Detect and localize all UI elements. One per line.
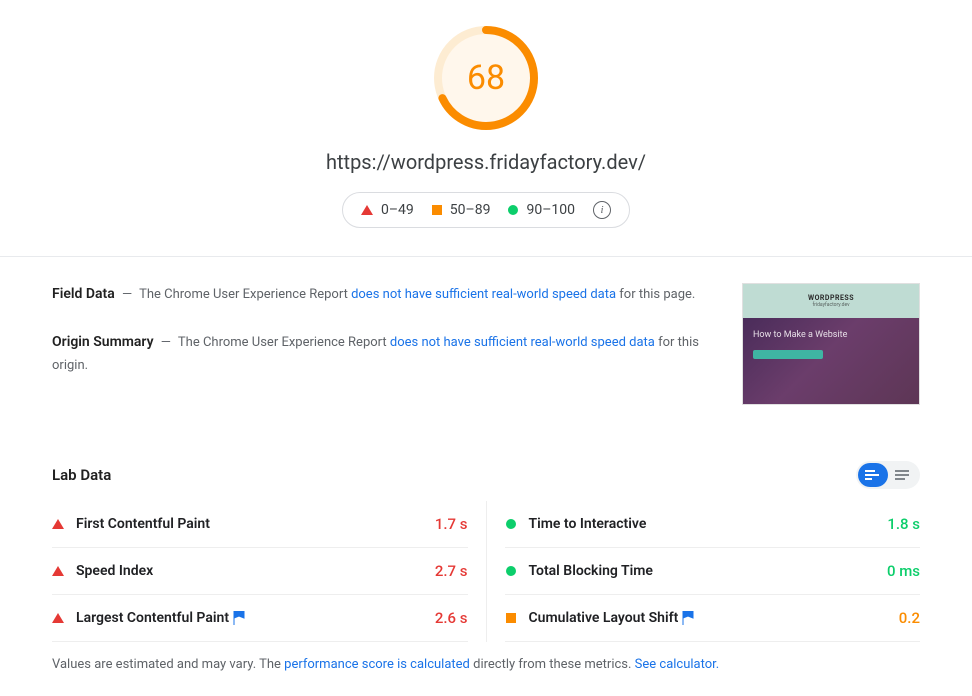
score-legend: 0–49 50–89 90–100 i	[342, 192, 630, 228]
summaries-column: Field Data — The Chrome User Experience …	[52, 283, 714, 405]
metric-name: Cumulative Layout Shift	[529, 610, 887, 626]
metric-value: 2.7 s	[435, 562, 468, 580]
square-icon	[506, 613, 516, 623]
tested-url: https://wordpress.fridayfactory.dev/	[326, 150, 646, 174]
thumbnail-cta	[753, 350, 823, 359]
score-value: 68	[432, 24, 540, 132]
thumbnail-header: WORDPRESS fridayfactory.dev	[743, 284, 919, 318]
metric-value: 2.6 s	[435, 609, 468, 627]
content-row: Field Data — The Chrome User Experience …	[0, 257, 972, 429]
view-toggle	[856, 461, 920, 489]
metric-value: 0.2	[899, 609, 920, 627]
perf-score-link[interactable]: performance score is calculated	[284, 657, 470, 672]
metric-row[interactable]: First Contentful Paint 1.7 s	[52, 501, 468, 548]
metric-row[interactable]: Speed Index 2.7 s	[52, 548, 468, 595]
metric-name: Time to Interactive	[529, 516, 876, 532]
triangle-icon	[52, 566, 64, 576]
see-calculator-link[interactable]: See calculator.	[635, 657, 720, 672]
field-data-block: Field Data — The Chrome User Experience …	[52, 283, 714, 307]
origin-summary-link[interactable]: does not have sufficient real-world spee…	[390, 335, 655, 350]
legend-average: 50–89	[432, 202, 491, 218]
circle-icon	[506, 519, 516, 529]
metric-row[interactable]: Time to Interactive 1.8 s	[505, 501, 921, 548]
view-expanded[interactable]	[858, 463, 888, 487]
square-icon	[432, 205, 442, 215]
triangle-icon	[361, 205, 373, 215]
metric-row[interactable]: Cumulative Layout Shift 0.2	[505, 595, 921, 642]
field-data-title: Field Data	[52, 286, 115, 302]
lab-metrics: First Contentful Paint 1.7 s Speed Index 2.…	[52, 501, 920, 642]
metric-row[interactable]: Largest Contentful Paint 2.6 s	[52, 595, 468, 642]
circle-icon	[508, 205, 518, 215]
info-icon[interactable]: i	[593, 201, 611, 219]
triangle-icon	[52, 519, 64, 529]
lab-data-title: Lab Data	[52, 466, 111, 484]
metric-value: 1.8 s	[887, 515, 920, 533]
lab-data-header: Lab Data	[52, 461, 920, 489]
field-data-link[interactable]: does not have sufficient real-world spee…	[351, 287, 616, 302]
metric-value: 0 ms	[887, 562, 920, 580]
circle-icon	[506, 566, 516, 576]
metric-name: Total Blocking Time	[529, 563, 875, 579]
legend-good: 90–100	[508, 202, 575, 218]
metric-row[interactable]: Total Blocking Time 0 ms	[505, 548, 921, 595]
score-gauge: 68	[432, 24, 540, 132]
flag-icon	[682, 611, 694, 625]
metric-name: Largest Contentful Paint	[76, 610, 423, 626]
thumbnail-column: WORDPRESS fridayfactory.dev How to Make …	[742, 283, 920, 405]
origin-summary-title: Origin Summary	[52, 334, 154, 350]
metrics-col-left: First Contentful Paint 1.7 s Speed Index 2.…	[52, 501, 486, 642]
flag-icon	[233, 611, 245, 625]
metric-value: 1.7 s	[435, 515, 468, 533]
metrics-col-right: Time to Interactive 1.8 s Total Blocking T…	[486, 501, 921, 642]
thumbnail-hero: How to Make a Website	[743, 318, 919, 404]
footer-note: Values are estimated and may vary. The p…	[52, 654, 920, 676]
page-thumbnail: WORDPRESS fridayfactory.dev How to Make …	[742, 283, 920, 405]
metric-name: First Contentful Paint	[76, 516, 423, 532]
metric-name: Speed Index	[76, 563, 423, 579]
score-section: 68 https://wordpress.fridayfactory.dev/ …	[0, 0, 972, 257]
legend-poor: 0–49	[361, 202, 414, 218]
view-compact[interactable]	[888, 463, 918, 487]
origin-summary-block: Origin Summary — The Chrome User Experie…	[52, 331, 714, 377]
triangle-icon	[52, 613, 64, 623]
